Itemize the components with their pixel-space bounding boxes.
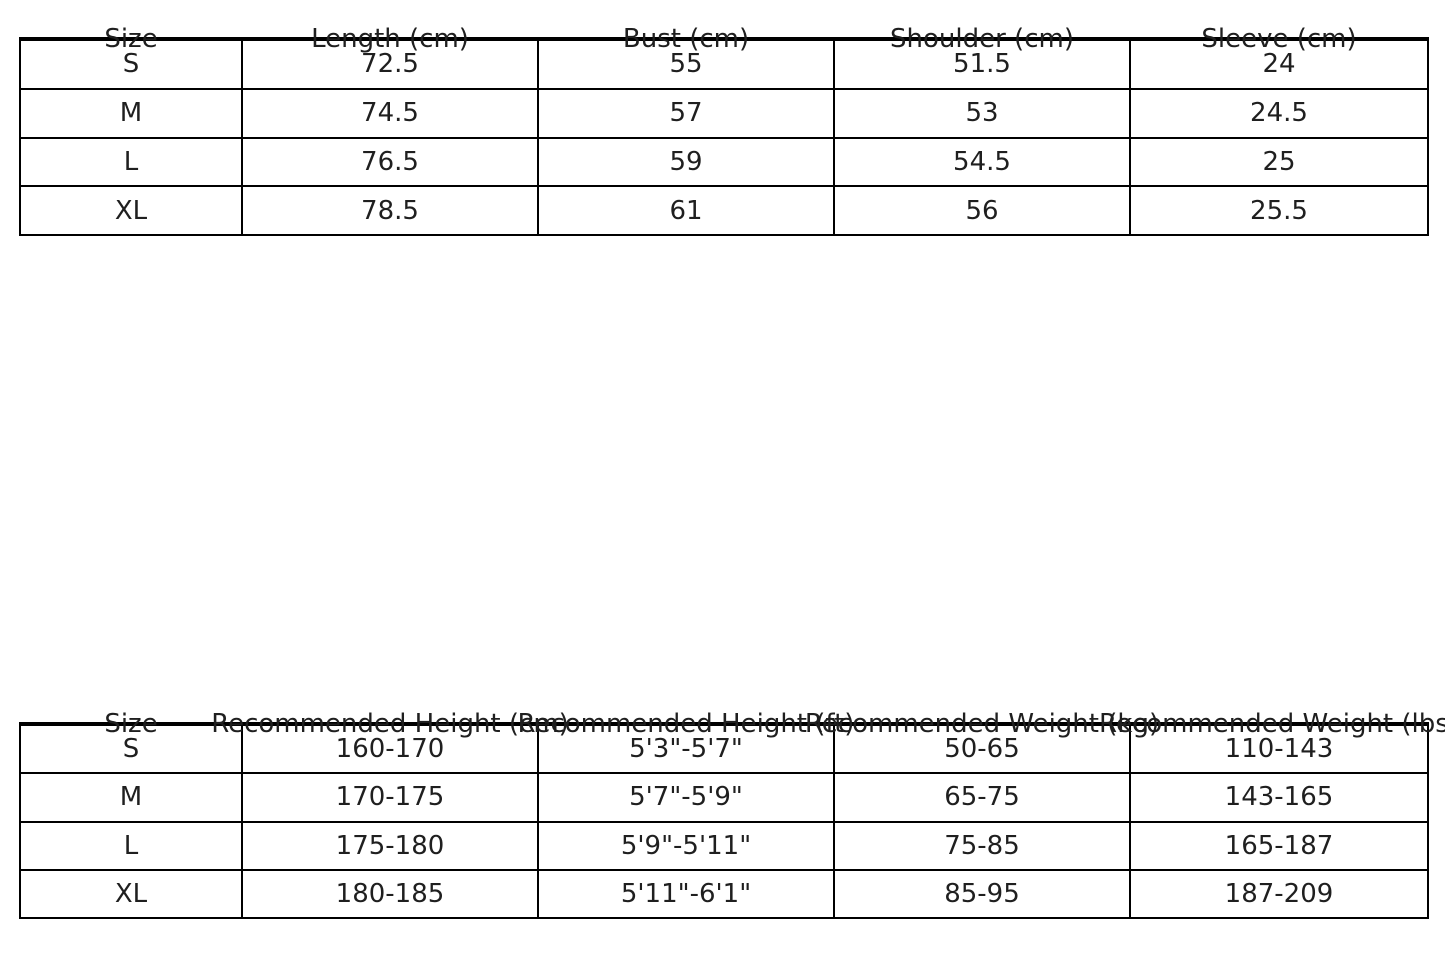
- table-cell: 5'11"-6'1": [537, 868, 835, 920]
- table-cell: 187-209: [1129, 868, 1429, 920]
- table-cell: 175-180: [241, 820, 539, 871]
- table-cell: 180-185: [241, 868, 539, 920]
- table-cell: 165-187: [1129, 820, 1429, 871]
- column-header-length-cm: Length (cm): [241, 24, 539, 54]
- size-label-cell: S: [19, 39, 243, 90]
- table-cell: 170-175: [241, 772, 539, 823]
- table-cell: 51.5: [833, 39, 1131, 90]
- table-row-xl: XL 180-185 5'11"-6'1" 85-95 187-209: [19, 868, 1429, 920]
- table-cell: 74.5: [241, 87, 539, 139]
- column-header-recommended-weight-kg: Recommended Weight (kg): [805, 709, 1159, 739]
- table-cell: 56: [833, 185, 1131, 236]
- column-header-size: Size: [19, 24, 243, 54]
- table-cell: 25.5: [1129, 185, 1429, 236]
- table-cell: 24: [1129, 39, 1429, 90]
- table-cell: 5'7"-5'9": [537, 772, 835, 823]
- size-label-cell: M: [19, 87, 243, 139]
- table-row-s: S 160-170 5'3"-5'7" 50-65 110-143: [19, 723, 1429, 775]
- fit-table-header-row: Size Recommended Height (cm) Recommended H…: [19, 709, 1445, 739]
- table-row-m: M 170-175 5'7"-5'9" 65-75 143-165: [19, 772, 1429, 823]
- size-label-cell: L: [19, 136, 243, 188]
- table-cell: 110-143: [1129, 723, 1429, 775]
- recommended-fit-table: Size Recommended Height (cm) Recommended H…: [19, 709, 1445, 920]
- table-row-l: L 175-180 5'9"-5'11" 75-85 165-187: [19, 820, 1429, 871]
- table-cell: 50-65: [833, 723, 1131, 775]
- size-label-cell: S: [19, 723, 243, 775]
- table-cell: 76.5: [241, 136, 539, 188]
- table-cell: 85-95: [833, 868, 1131, 920]
- table-cell: 25: [1129, 136, 1429, 188]
- column-header-bust-cm: Bust (cm): [537, 24, 835, 54]
- size-label-cell: XL: [19, 868, 243, 920]
- size-table-header-row: Size Length (cm) Bust (cm) Shoulder (cm) Sle…: [19, 24, 1429, 54]
- table-cell: 54.5: [833, 136, 1131, 188]
- table-row-s: S 72.5 55 51.5 24: [19, 39, 1429, 90]
- table-cell: 72.5: [241, 39, 539, 90]
- table-cell: 65-75: [833, 772, 1131, 823]
- table-cell: 5'3"-5'7": [537, 723, 835, 775]
- table-cell: 61: [537, 185, 835, 236]
- column-header-recommended-weight-lbs: Recommended Weight (lbs): [1099, 709, 1445, 739]
- column-header-sleeve-cm: Sleeve (cm): [1129, 24, 1429, 54]
- size-label-cell: L: [19, 820, 243, 871]
- table-cell: 55: [537, 39, 835, 90]
- column-header-recommended-height-ft: Recommended Height (ft): [518, 709, 855, 739]
- table-cell: 160-170: [241, 723, 539, 775]
- table-row-xl: XL 78.5 61 56 25.5: [19, 185, 1429, 236]
- table-cell: 59: [537, 136, 835, 188]
- table-cell: 24.5: [1129, 87, 1429, 139]
- table-row-m: M 74.5 57 53 24.5: [19, 87, 1429, 139]
- table-cell: 5'9"-5'11": [537, 820, 835, 871]
- table-cell: 53: [833, 87, 1131, 139]
- column-header-size: Size: [19, 709, 243, 739]
- table-row-l: L 76.5 59 54.5 25: [19, 136, 1429, 188]
- table-cell: 57: [537, 87, 835, 139]
- column-header-recommended-height-cm: Recommended Height (cm): [211, 709, 569, 739]
- size-label-cell: XL: [19, 185, 243, 236]
- column-header-shoulder-cm: Shoulder (cm): [833, 24, 1131, 54]
- size-measurements-table: Size Length (cm) Bust (cm) Shoulder (cm) Sle…: [19, 24, 1429, 236]
- table-cell: 75-85: [833, 820, 1131, 871]
- table-cell: 143-165: [1129, 772, 1429, 823]
- size-label-cell: M: [19, 772, 243, 823]
- table-cell: 78.5: [241, 185, 539, 236]
